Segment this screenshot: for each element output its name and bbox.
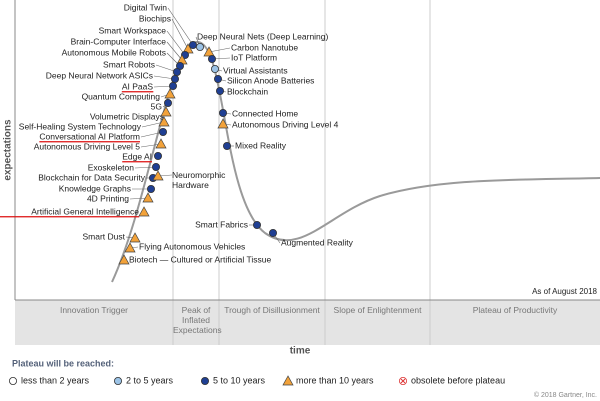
marker-circle [210, 65, 219, 74]
marker-circle [268, 228, 277, 237]
marker-circle [146, 184, 155, 193]
technology-label: Quantum Computing [82, 91, 161, 101]
technology-label: Deep Neural Nets (Deep Learning) [197, 31, 329, 41]
technology-label: Knowledge Graphs [59, 183, 131, 193]
phase-label: Trough of Disillusionment [224, 305, 320, 315]
marker-circle [153, 151, 162, 160]
technology-label: Brain-Computer Interface [71, 36, 167, 46]
technology-label: Augmented Reality [281, 237, 354, 247]
marker-circle [163, 99, 172, 108]
x-axis-label: time [290, 346, 311, 357]
marker-cross [400, 378, 406, 384]
technology-label: Silicon Anode Batteries [227, 75, 314, 85]
technology-label: Virtual Assistants [223, 65, 288, 75]
phase-label: Plateau of Productivity [472, 305, 558, 315]
phase-label: Innovation Trigger [59, 305, 129, 315]
technology-label: Edge AI [122, 151, 152, 161]
technology-label: Neuromorphic Hardware [172, 170, 226, 190]
marker-circle [151, 162, 160, 171]
legend-label: 2 to 5 years [126, 375, 174, 385]
marker-circle [218, 109, 227, 118]
technology-label: Artificial General Intelligence [31, 206, 139, 216]
technology-label: Blockchain for Data Security [38, 172, 146, 182]
phase-band [15, 300, 600, 345]
leader-line [171, 18, 189, 50]
technology-label: 4D Printing [87, 193, 129, 203]
leader-line [208, 47, 231, 53]
marker-triangle [138, 206, 150, 217]
marker-triangle [152, 170, 164, 181]
technology-label: Blockchain [227, 86, 268, 96]
technology-label: Smart Fabrics [195, 219, 248, 229]
technology-label: Deep Neural Network ASICs [46, 70, 153, 80]
marker-triangle [217, 118, 229, 129]
technology-label: Smart Dust [82, 231, 125, 241]
marker-circle [213, 75, 222, 84]
marker-triangle [164, 88, 176, 99]
marker-circle [215, 87, 224, 96]
marker-circle [172, 68, 181, 77]
technology-label: Volumetric Displays [90, 111, 164, 121]
technology-label: AI PaaS [122, 81, 154, 91]
technology-label: Digital Twin [124, 2, 168, 12]
technology-label: Autonomous Driving Level 4 [232, 119, 339, 129]
technology-label: Autonomous Mobile Robots [62, 47, 166, 57]
marker-circle [188, 41, 197, 50]
marker-circle [252, 220, 261, 229]
copyright: © 2018 Gartner, Inc. [534, 391, 597, 399]
leader-line [167, 7, 194, 46]
phase-label: Slope of Enlightenment [333, 305, 422, 315]
technology-label: Biotech — Cultured or Artificial Tissue [129, 254, 271, 264]
technology-label: Smart Workspace [99, 25, 167, 35]
legend-label: 5 to 10 years [213, 375, 266, 385]
leader-line [141, 121, 165, 128]
technology-label: Exoskeleton [88, 162, 135, 172]
technology-label: Mixed Reality [235, 140, 287, 150]
marker-circle [170, 75, 179, 84]
technology-label: Autonomous Driving Level 5 [34, 141, 141, 151]
y-axis-label: expectations [3, 119, 14, 181]
marker-circle [207, 55, 216, 64]
marker-triangle [155, 138, 167, 149]
marker-triangle [118, 254, 130, 265]
legend-label: less than 2 years [21, 375, 90, 385]
legend-label: more than 10 years [296, 375, 374, 385]
marker-triangle [124, 242, 136, 253]
marker-triangle [203, 46, 215, 57]
marker-circle [158, 127, 167, 136]
technology-label: Flying Autonomous Vehicles [139, 241, 245, 251]
marker-circle [168, 82, 177, 91]
legend-title: Plateau will be reached: [12, 358, 114, 368]
leader-line [166, 30, 186, 56]
technology-label: Connected Home [232, 108, 298, 118]
marker-triangle [282, 375, 294, 386]
technology-label: Conversational AI Platform [39, 131, 140, 141]
marker-triangle [129, 232, 141, 243]
technology-label: Carbon Nanotube [231, 42, 298, 52]
marker-triangle [158, 116, 170, 127]
technology-label: Biochips [139, 13, 171, 23]
phase-label: Peak of Inflated Expectations [173, 305, 222, 335]
technology-label: Smart Robots [103, 59, 155, 69]
leader-line [166, 41, 183, 61]
legend-label: obsolete before plateau [411, 375, 505, 385]
marker-triangle [142, 192, 154, 203]
marker-circle [8, 376, 17, 385]
marker-circle [114, 376, 123, 385]
technology-label: IoT Platform [231, 52, 277, 62]
marker-triangle [160, 106, 172, 117]
date-note: As of August 2018 [532, 287, 597, 296]
technology-label: Self-Healing System Technology [19, 121, 142, 131]
phase-dividers [172, 0, 431, 345]
marker-circle [200, 376, 209, 385]
technology-label: 5G [151, 101, 162, 111]
marker-circle [195, 43, 204, 52]
marker-circle [222, 141, 231, 150]
